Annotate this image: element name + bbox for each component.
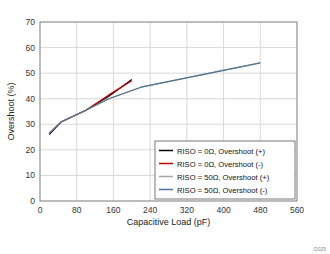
- x-tick-label: 560: [290, 205, 304, 215]
- y-grid-line: [40, 47, 297, 48]
- y-tick-label: 20: [26, 145, 36, 155]
- series-line: [49, 63, 260, 133]
- legend-label: RISO = 50Ω, Overshoot (-): [177, 186, 268, 195]
- y-grid-line: [40, 124, 297, 125]
- y-tick-label: 0: [30, 196, 35, 206]
- y-grid-line: [40, 73, 297, 74]
- plot-frame: [40, 22, 297, 201]
- x-axis-label: Capacitive Load (pF): [127, 217, 211, 227]
- series-line: [49, 80, 132, 135]
- legend-swatch: [159, 150, 173, 152]
- x-tick-label: 80: [72, 205, 82, 215]
- x-tick-label: 240: [143, 205, 157, 215]
- chart: 0 80 160 240 320 400 480 560 0 10 20 30 40 50 60 70 Capa…: [0, 0, 330, 254]
- legend-swatch: [159, 189, 173, 191]
- legend-swatch: [159, 176, 173, 178]
- annotation: D029: [314, 246, 326, 252]
- x-tick-label: 0: [38, 205, 43, 215]
- y-axis-label: Overshoot (%): [6, 82, 16, 140]
- legend-swatch: [159, 163, 173, 165]
- series-line: [49, 63, 260, 133]
- x-tick-label: 400: [216, 205, 230, 215]
- legend-label: RISO = 50Ω, Overshoot (+): [177, 173, 270, 182]
- y-grid-line: [40, 98, 297, 99]
- x-tick-label: 160: [106, 205, 120, 215]
- y-tick-label: 30: [26, 119, 36, 129]
- y-tick-label: 60: [26, 43, 36, 53]
- x-tick-label: 480: [253, 205, 267, 215]
- legend-box: [155, 141, 295, 199]
- series-line: [49, 81, 132, 133]
- legend-label: RISO = 0Ω, Overshoot (+): [177, 147, 265, 156]
- y-tick-label: 50: [26, 68, 36, 78]
- y-tick-label: 40: [26, 94, 36, 104]
- y-tick-label: 70: [26, 17, 36, 27]
- x-tick-label: 320: [180, 205, 194, 215]
- series-group: [49, 63, 260, 135]
- x-grid-line: [76, 22, 77, 201]
- x-grid-line: [113, 22, 114, 201]
- y-tick-label: 10: [26, 170, 36, 180]
- x-grid-line: [150, 22, 151, 201]
- legend-label: RISO = 0Ω, Overshoot (-): [177, 160, 264, 169]
